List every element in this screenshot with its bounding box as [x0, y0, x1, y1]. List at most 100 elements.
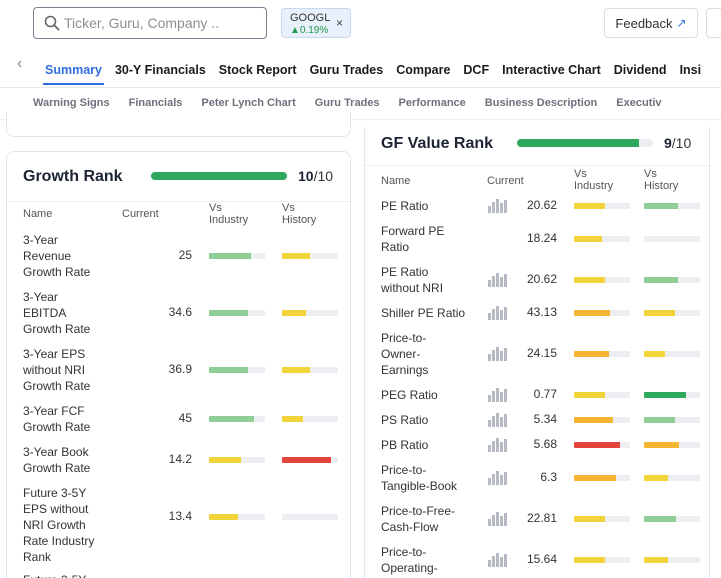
vs-history-bar: [282, 457, 338, 463]
tab-stock-report[interactable]: Stock Report: [218, 63, 297, 77]
bar-chart-icon[interactable]: [488, 199, 507, 213]
row-current-value: 15.64: [526, 552, 557, 566]
subnav-business-description[interactable]: Business Description: [484, 97, 598, 109]
bar-chart-icon[interactable]: [488, 438, 507, 452]
tab-summary[interactable]: Summary: [43, 63, 104, 85]
bar-chart-icon[interactable]: [488, 413, 507, 427]
vs-history-bar: [282, 514, 338, 520]
divider: [7, 201, 350, 202]
vs-industry-bar: [574, 203, 630, 209]
vs-industry-bar: [574, 310, 630, 316]
search-box[interactable]: [33, 7, 267, 39]
growth-rank-title: Growth Rank: [23, 168, 123, 185]
vs-industry-bar: [574, 417, 630, 423]
vs-history-bar: [282, 253, 338, 259]
row-current-value: 18.24: [526, 231, 557, 245]
vs-history-bar: [644, 277, 700, 283]
bar-chart-icon[interactable]: [488, 388, 507, 402]
row-name: PS Ratio: [381, 413, 429, 427]
column-header-vs-history: Vs History: [644, 168, 679, 192]
close-icon[interactable]: ×: [335, 16, 343, 30]
main-nav: ‹ Summary 30-Y Financials Stock Report Guru…: [0, 48, 721, 88]
subnav-financials[interactable]: Financials: [128, 97, 183, 109]
row-name: 3-Year Revenue Growth Rate: [23, 233, 91, 279]
row-current-value: 6.3: [540, 470, 557, 484]
tab-guru-trades[interactable]: Guru Trades: [309, 63, 384, 77]
row-name: Price-to- Owner- Earnings: [381, 331, 429, 377]
row-name: PEG Ratio: [381, 388, 438, 402]
subnav-peter-lynch-chart[interactable]: Peter Lynch Chart: [201, 97, 296, 109]
row-current-value: 20.62: [526, 198, 557, 212]
vs-industry-bar: [209, 457, 265, 463]
row-current-value: 36.9: [168, 362, 192, 376]
ticker-chip[interactable]: GOOGL ▲0.19% ×: [281, 8, 351, 38]
chevron-left-icon[interactable]: ‹: [17, 55, 23, 72]
tab-interactive-chart[interactable]: Interactive Chart: [502, 63, 601, 77]
vs-history-bar: [282, 416, 338, 422]
vs-industry-bar: [209, 367, 265, 373]
overflow-button[interactable]: [706, 8, 721, 38]
search-icon: [44, 15, 60, 31]
row-current-value: 13.4: [168, 509, 192, 523]
vs-industry-bar: [574, 442, 630, 448]
bar-chart-icon[interactable]: [488, 553, 507, 567]
row-name: PE Ratio: [381, 199, 429, 213]
bar-chart-icon[interactable]: [488, 306, 507, 320]
gf-value-rank-card: GF Value Rank 9/10 Name Current Vs Indus…: [364, 127, 710, 578]
bar-chart-icon[interactable]: [488, 471, 507, 485]
vs-industry-bar: [209, 310, 265, 316]
tab-dividend[interactable]: Dividend: [613, 63, 667, 77]
row-name: 3-Year Book Growth Rate: [23, 445, 91, 475]
row-current-value: 24.15: [526, 346, 557, 360]
column-header-name: Name: [381, 175, 411, 187]
row-name: Price-to- Tangible-Book: [381, 463, 458, 493]
top-bar: GOOGL ▲0.19% × Feedback ↗: [0, 0, 721, 48]
row-current-value: 5.34: [533, 412, 557, 426]
feedback-label: Feedback: [615, 15, 673, 31]
row-current-value: 22.81: [526, 511, 557, 525]
column-header-name: Name: [23, 208, 53, 220]
subnav-guru-trades[interactable]: Guru Trades: [314, 97, 380, 109]
vs-industry-bar: [574, 351, 630, 357]
vs-industry-bar: [209, 416, 265, 422]
row-name: Price-to- Operating-: [381, 545, 438, 575]
vs-history-bar: [644, 203, 700, 209]
row-name: Shiller PE Ratio: [381, 306, 466, 320]
row-name: Future 3-5Y EPS without NRI Growth Rate …: [23, 486, 95, 564]
row-current-value: 45: [178, 411, 192, 425]
vs-history-bar: [644, 516, 700, 522]
tab-insi[interactable]: Insi: [679, 63, 702, 77]
search-input[interactable]: [64, 15, 244, 31]
vs-industry-bar: [574, 516, 630, 522]
external-link-icon: ↗: [676, 16, 687, 30]
growth-rank-bar: [151, 172, 287, 180]
row-name: 3-Year FCF Growth Rate: [23, 404, 91, 434]
subnav-executiv[interactable]: Executiv: [616, 97, 662, 109]
gf-value-rank-bar: [517, 139, 653, 147]
tab-dcf[interactable]: DCF: [463, 63, 490, 77]
row-current-value: 25: [178, 248, 192, 262]
ticker-change: ▲0.19%: [290, 25, 329, 36]
vs-history-bar: [282, 310, 338, 316]
vs-industry-bar: [574, 236, 630, 242]
subnav-performance[interactable]: Performance: [398, 97, 466, 109]
row-current-value: 0.77: [533, 387, 557, 401]
feedback-button[interactable]: Feedback ↗: [604, 8, 698, 38]
vs-history-bar: [644, 442, 700, 448]
tab-30-y-financials[interactable]: 30-Y Financials: [114, 63, 206, 77]
row-current-value: 14.2: [168, 452, 192, 466]
bar-chart-icon[interactable]: [488, 273, 507, 287]
vs-industry-bar: [209, 514, 265, 520]
tab-compare[interactable]: Compare: [396, 63, 451, 77]
vs-history-bar: [282, 367, 338, 373]
subnav-warning-signs[interactable]: Warning Signs: [33, 97, 110, 109]
divider: [365, 165, 709, 166]
vs-history-bar: [644, 557, 700, 563]
row-current-value: 43.13: [526, 305, 557, 319]
sub-nav-items: Warning Signs Financials Peter Lynch Chart…: [33, 97, 681, 109]
bar-chart-icon[interactable]: [488, 347, 507, 361]
gf-value-rank-title: GF Value Rank: [381, 135, 494, 152]
bar-chart-icon[interactable]: [488, 512, 507, 526]
previous-card: [6, 112, 351, 137]
row-name: 3-Year EBITDA Growth Rate: [23, 290, 91, 336]
